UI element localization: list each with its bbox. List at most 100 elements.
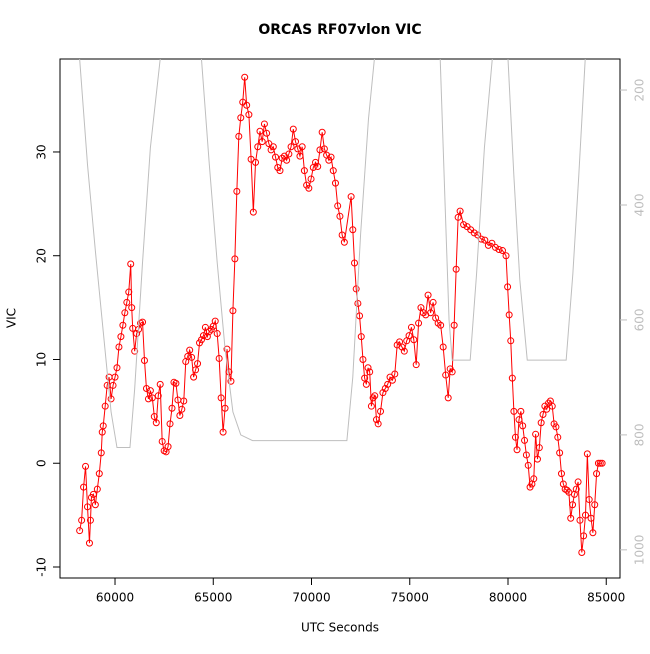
data-point [213,330,221,338]
data-point [91,501,99,509]
data-point [237,114,245,122]
data-point [507,337,515,345]
data-point [233,187,241,195]
data-point [367,402,375,410]
data-point [369,394,377,402]
data-point [311,158,319,166]
data-point [142,385,150,393]
data-point [296,152,304,160]
data-point [201,323,209,331]
data-point [543,405,551,413]
data-point [197,336,205,344]
data-point [456,207,464,215]
data-point [377,407,385,415]
data-point [362,380,370,388]
data-point [533,455,541,463]
data-point [125,288,133,296]
data-point [567,514,575,522]
data-point [359,355,367,363]
data-point [276,167,284,175]
data-point [594,459,602,467]
data-point [180,397,188,405]
data-point [366,368,374,376]
data-point [364,364,372,372]
x-tick-label: 75000 [391,591,429,605]
data-point [85,539,93,547]
data-point [563,486,571,494]
data-point [391,370,399,378]
x-tick-label: 80000 [489,591,527,605]
chart-title: ORCAS RF07vlon VIC [258,22,421,38]
data-point [491,243,499,251]
data-point [515,416,523,424]
data-point [80,483,88,491]
y2-tick-label: 400 [633,194,647,217]
data-point [347,193,355,201]
data-point [82,462,90,470]
data-point [289,125,297,133]
data-point [243,101,251,109]
data-point [101,402,109,410]
plot-frame [59,58,621,579]
data-point [133,330,141,338]
data-point [272,153,280,161]
data-point [498,247,506,255]
data-point [298,143,306,151]
data-point [351,259,359,267]
data-point [424,291,432,299]
data-point [583,450,591,458]
data-point [318,128,326,136]
x-tick-label: 85000 [587,591,625,605]
data-point [258,138,266,146]
data-point [593,470,601,478]
data-point [121,309,129,317]
data-point [554,433,562,441]
data-point [388,376,396,384]
data-point [139,318,147,326]
data-point [488,239,496,247]
data-point [405,332,413,340]
data-point [502,252,510,260]
data-point [89,490,97,498]
data-point [460,221,468,229]
data-point [361,374,369,382]
data-point [374,420,382,428]
x-tick-label: 65000 [194,591,232,605]
y-tick-label: 30 [35,144,49,159]
data-point [199,332,207,340]
data-point [539,410,547,418]
data-point [349,226,357,234]
data-point [168,404,176,412]
data-point [115,343,123,351]
data-point [581,511,589,519]
data-point [263,129,271,137]
data-point [152,419,160,427]
data-point [530,475,538,483]
data-point [589,529,597,537]
data-point [511,433,519,441]
data-point [522,451,530,459]
data-point [241,73,249,81]
data-point [548,402,556,410]
data-point [504,283,512,291]
data-point [596,459,604,467]
data-point [227,377,235,385]
data-point [454,213,462,221]
data-point [556,449,564,457]
data-point [384,380,392,388]
data-point [305,184,313,192]
data-point [109,381,117,389]
data-point [412,361,420,369]
data-point [400,347,408,355]
data-point [223,345,231,353]
data-point [99,422,107,430]
data-point [235,132,243,140]
data-point [331,179,339,187]
data-point [278,154,286,162]
data-point [329,167,337,175]
data-point [97,449,105,457]
data-point [569,501,577,509]
data-point [598,459,606,467]
data-point [419,309,427,317]
data-point [574,478,582,486]
